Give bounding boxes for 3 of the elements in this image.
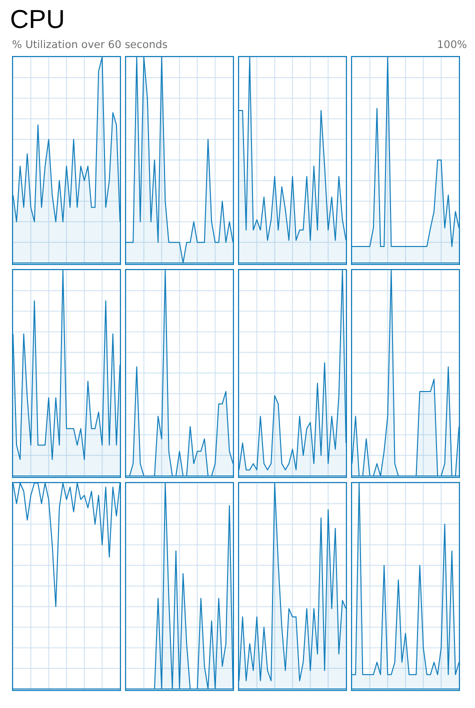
text: 100% [436,39,467,51]
chart-subtitle: % Utilization over 60 seconds [12,39,168,51]
chart-title: CPU [10,4,65,35]
